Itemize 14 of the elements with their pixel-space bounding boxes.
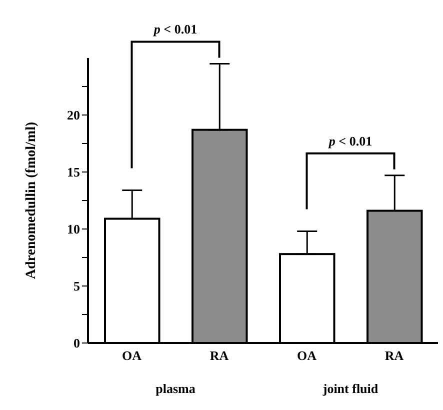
y-tick-label: 5	[74, 278, 80, 294]
x-tick-label: RA	[384, 348, 404, 364]
y-tick-label: 0	[74, 336, 80, 351]
annotation: p < 0.01	[328, 133, 372, 148]
y-axis-title: Adrenomedullin (fmol/ml)	[24, 122, 39, 280]
y-tick-label: 15	[67, 164, 80, 180]
x-tick-label: RA	[210, 348, 230, 364]
y-tick-label: 10	[67, 222, 80, 237]
text: plasma	[156, 381, 196, 396]
x-tick-label: OA	[122, 348, 142, 364]
text: p < 0.01	[152, 22, 198, 37]
y-tick-label: 20	[67, 108, 80, 123]
x-tick-label: OA	[297, 348, 318, 364]
text: joint fluid	[322, 381, 379, 396]
